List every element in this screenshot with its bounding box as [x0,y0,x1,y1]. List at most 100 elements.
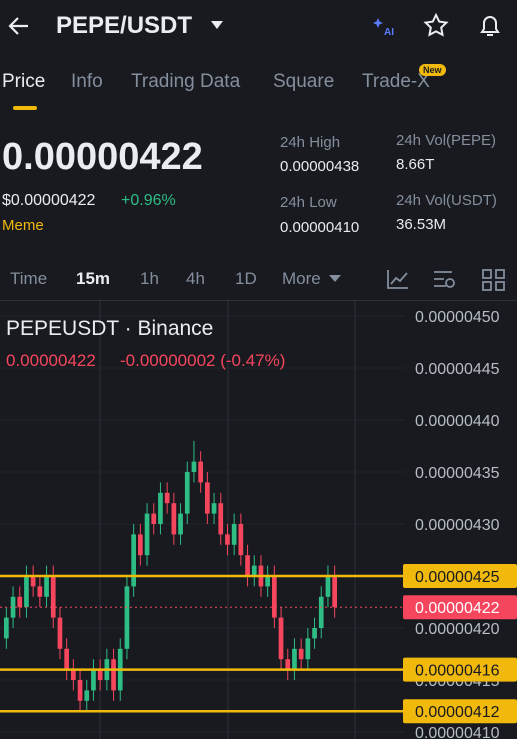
candlestick-chart: 0.00000450 0.00000445 0.00000440 0.00000435… [0,301,517,739]
tab[interactable]: Square [273,71,335,92]
usd-price: $0.00000422 [2,192,96,209]
candle-body [238,524,244,556]
candle-body [251,565,257,576]
candle-body [178,513,183,535]
candle-body [91,669,96,691]
level-label-bg [403,657,517,682]
candle-body [151,513,157,524]
y-tick-label: 0.00000445 [415,361,500,378]
candle-body [292,648,297,670]
y-tick-label: 0.00000430 [415,517,500,534]
timeframe[interactable]: Time [10,269,48,288]
timeframe[interactable]: 15m [76,269,111,288]
timeframe[interactable]: 1h [140,269,159,288]
y-tick-label: 0.00000435 [415,465,500,482]
new-badge: New [419,64,446,76]
svg-text:AI: AI [384,27,394,38]
tab[interactable]: Trade-X [362,71,430,92]
candle-body [84,690,90,701]
y-tick-label: 0.00000420 [415,621,500,638]
candle-body [312,628,317,639]
candle-body [265,576,270,587]
tab[interactable]: Info [71,71,103,92]
candle-body [158,492,163,524]
stat-label: 24h High [280,134,341,151]
stat-value: 0.00000410 [280,219,360,236]
legend-change: -0.00000002 (-0.47%) [120,351,285,370]
candle-body [97,669,103,680]
chart-title: PEPEUSDT · Binance [6,317,213,340]
alert-icon[interactable] [476,12,504,40]
candle-body [245,555,250,576]
tab-indicator [13,106,37,110]
candle-body [164,492,170,504]
legend-price: 0.00000422 [6,351,96,370]
candle-body [37,586,43,597]
favorite-icon[interactable] [422,12,450,40]
candle-body [332,576,337,608]
candle-body [64,648,69,670]
candle-body [191,461,197,472]
category-tag[interactable]: Meme [2,217,44,234]
pair-title[interactable]: PEPE/USDT [56,12,193,39]
divider [0,300,517,301]
timeframe[interactable]: More [282,269,321,288]
price-change: +0.96% [121,192,176,209]
level-label-bg [403,564,517,588]
stat-value: 8.66T [396,156,435,173]
dropdown-icon[interactable] [209,19,225,31]
candle-body [298,648,304,660]
candle-body [144,513,150,556]
candle-body [111,659,116,691]
candle-body [71,669,76,680]
timeframe[interactable]: 1D [235,269,257,288]
candle-body [57,617,63,649]
tab[interactable]: Trading Data [131,71,241,92]
candle-body [184,472,190,514]
candle-body [205,482,210,514]
stat-value: 36.53M [396,216,447,233]
candle-body [30,576,36,587]
stat-label: 24h Low [280,194,337,211]
y-tick-label: 0.00000410 [415,725,500,739]
candle-body [318,596,324,628]
level-label: 0.00000416 [415,663,500,680]
candle-body [225,534,230,545]
candle-body [325,576,331,597]
candle-body [10,596,16,618]
candle-body [24,576,29,608]
timeframe[interactable]: 4h [186,269,205,288]
candle-body [211,503,217,514]
level-label: 0.00000425 [415,569,500,586]
last-price-label: 0.00000422 [415,600,500,617]
candle-body [77,680,83,701]
candle-body [285,659,291,670]
candle-body [198,461,203,483]
level-label-bg [403,699,517,724]
back-icon[interactable] [6,14,32,38]
y-tick-label: 0.00000450 [415,309,500,326]
last-price: 0.00000422 [2,136,203,178]
candle-body [4,617,9,639]
candle-body [218,503,224,535]
ai-icon[interactable]: AI [372,14,398,38]
level-label: 0.00000412 [415,704,500,721]
candle-body [124,586,130,649]
candle-body [44,576,49,597]
candle-body [171,503,177,535]
candle-body [278,617,284,660]
candle-body [17,596,23,608]
candle-body [50,576,56,618]
candle-body [231,524,237,545]
candle-body [131,534,136,587]
last-price-bg [403,595,517,620]
chart-tools[interactable] [386,268,512,292]
stat-value: 0.00000438 [280,158,360,175]
tab[interactable]: Price [2,71,46,92]
y-tick-label: 0.00000440 [415,413,500,430]
more-arrow[interactable] [328,274,342,284]
stat-label: 24h Vol(USDT) [396,192,497,209]
candle-body [305,638,311,660]
candle-body [138,534,143,556]
